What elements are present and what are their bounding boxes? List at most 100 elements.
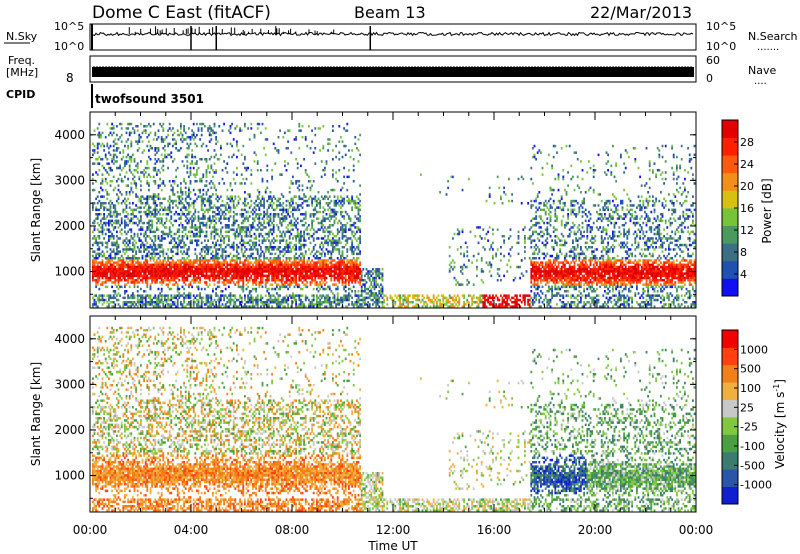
heatmap-cell <box>183 274 185 278</box>
heatmap-cell <box>133 160 136 163</box>
heatmap-cell <box>157 243 160 247</box>
heatmap-cell <box>223 182 225 185</box>
heatmap-cell <box>173 158 176 161</box>
heatmap-cell <box>261 274 264 278</box>
heatmap-cell <box>98 298 101 302</box>
heatmap-cell <box>175 204 177 207</box>
heatmap-cell <box>101 226 104 229</box>
heatmap-cell <box>172 188 174 192</box>
heatmap-cell <box>333 268 336 271</box>
heatmap-cell <box>146 180 149 183</box>
nsearch-dots: ....... <box>757 42 779 53</box>
heatmap-cell <box>199 265 201 269</box>
heatmap-cell <box>146 228 149 231</box>
heatmap-cell <box>117 261 120 264</box>
heatmap-cell <box>120 122 123 126</box>
heatmap-cell <box>234 296 237 300</box>
heatmap-cell <box>117 268 120 271</box>
heatmap-cell <box>293 224 296 227</box>
heatmap-cell <box>183 268 185 271</box>
heatmap-cell <box>207 305 209 308</box>
heatmap-cell <box>176 133 179 137</box>
heatmap-cell <box>191 153 193 157</box>
heatmap-cell <box>104 268 107 271</box>
heatmap-cell <box>157 193 160 196</box>
heatmap-cell <box>228 206 230 209</box>
heatmap-cell <box>292 197 294 201</box>
heatmap-cell <box>295 136 297 139</box>
heatmap-cell <box>218 276 221 280</box>
heatmap-cell <box>287 279 289 282</box>
heatmap-cell <box>124 162 126 165</box>
heatmap-cell <box>205 193 208 196</box>
heatmap-cell <box>218 158 221 161</box>
heatmap-cell <box>247 281 249 284</box>
heatmap-cell <box>276 268 278 271</box>
heatmap-cell <box>269 215 272 218</box>
heatmap-cell <box>176 230 179 234</box>
heatmap-cell <box>223 296 225 300</box>
heatmap-cell <box>205 184 208 187</box>
heatmap-cell <box>314 206 317 209</box>
heatmap-cell <box>120 228 123 231</box>
heatmap-cell <box>194 261 197 264</box>
heatmap-cell <box>178 217 181 220</box>
heatmap-cell <box>159 221 161 225</box>
heatmap-cell <box>335 283 337 286</box>
heatmap-cell <box>92 243 94 247</box>
heatmap-cell <box>164 276 166 280</box>
heatmap-cell <box>276 257 278 260</box>
heatmap-cell <box>172 283 174 286</box>
heatmap-cell <box>330 270 333 273</box>
heatmap-cell <box>128 248 131 251</box>
heatmap-cell <box>263 252 265 256</box>
heatmap-cell <box>104 217 107 220</box>
heatmap-cell <box>232 202 235 205</box>
heatmap-cell <box>156 274 158 278</box>
heatmap-cell <box>162 265 165 269</box>
heatmap-cell <box>176 287 179 291</box>
heatmap-cell <box>280 270 283 273</box>
heatmap-cell <box>322 301 325 304</box>
heatmap-cell <box>279 301 281 304</box>
heatmap-cell <box>114 210 117 214</box>
heatmap-cell <box>226 270 229 273</box>
heatmap-cell <box>266 248 269 251</box>
heatmap-cell <box>301 243 304 247</box>
heatmap-cell <box>324 173 326 176</box>
heatmap-cell <box>250 270 253 273</box>
heatmap-cell <box>269 191 272 194</box>
heatmap-cell <box>245 210 248 214</box>
heatmap-cell <box>199 259 201 262</box>
heatmap-cell <box>148 184 150 187</box>
heatmap-cell <box>208 296 211 300</box>
heatmap-cell <box>276 261 278 264</box>
heatmap-cell <box>328 287 331 291</box>
heatmap-cell <box>106 215 109 218</box>
heatmap-cell <box>109 127 112 130</box>
heatmap-cell <box>213 254 216 258</box>
heatmap-cell <box>245 177 248 181</box>
heatmap-cell <box>242 202 245 205</box>
heatmap-cell <box>332 232 334 236</box>
heatmap-cell <box>304 243 307 247</box>
heatmap-cell <box>325 248 328 251</box>
heatmap-cell <box>277 149 280 152</box>
heatmap-cell <box>258 202 261 205</box>
heatmap-cell <box>256 294 259 297</box>
heatmap-cell <box>151 252 153 256</box>
heatmap-cell <box>151 210 153 214</box>
heatmap-cell <box>316 261 318 264</box>
heatmap-cell <box>173 265 176 269</box>
heatmap-cell <box>296 186 299 190</box>
heatmap-cell <box>98 162 101 165</box>
heatmap-cell <box>197 285 200 289</box>
heatmap-cell <box>116 294 118 297</box>
heatmap-cell <box>271 265 273 269</box>
heatmap-cell <box>311 226 313 229</box>
heatmap-cell <box>226 254 229 258</box>
heatmap-cell <box>127 127 129 130</box>
heatmap-cell <box>176 129 179 132</box>
heatmap-cell <box>196 265 198 269</box>
heatmap-cell <box>135 265 137 269</box>
